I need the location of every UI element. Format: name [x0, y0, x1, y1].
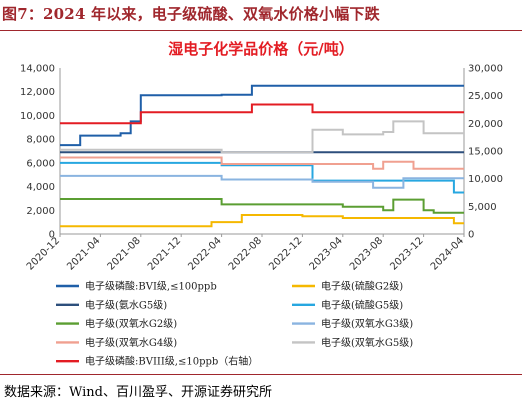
bottom-rule [0, 374, 522, 375]
x-tick-label: 2022-12 [267, 235, 304, 272]
legend-item-2: 电子级(硫酸G2级) [292, 280, 403, 293]
source-note: 数据来源：Wind、百川盈孚、开源证券研究所 [4, 385, 272, 400]
legend-label: 电子级(双氧水G5级) [321, 336, 413, 349]
legend-item-9: 电子级磷酸:BVIII级,≤10ppb（右轴） [56, 355, 258, 368]
x-tick-label: 2021-12 [146, 235, 183, 272]
legend-item-7: 电子级(双氧水G4级) [56, 336, 177, 349]
legend-label: 电子级(氨水G5级) [85, 298, 167, 311]
legend-item-8: 电子级(双氧水G5级) [292, 336, 413, 349]
series-line-6 [60, 174, 464, 189]
series-line-7 [60, 156, 464, 170]
legend-item-1: 电子级磷酸:BVI级,≤100ppb [56, 280, 217, 293]
y2-tick-label: 0 [468, 230, 474, 241]
x-tick-label: 2020-12 [25, 235, 62, 272]
x-tick-label: 2021-08 [106, 235, 143, 272]
legend-item-3: 电子级(氨水G5级) [56, 298, 167, 311]
legend-item-4: 电子级(硫酸G5级) [292, 298, 403, 311]
y2-tick-label: 20,000 [468, 119, 503, 130]
x-tick-label: 2023-12 [388, 235, 425, 272]
y2-tick-label: 10,000 [468, 174, 503, 185]
legend-item-5: 电子级(双氧水G2级) [56, 317, 177, 330]
series-line-9 [60, 103, 464, 125]
series-line-5 [60, 198, 464, 214]
legend-label: 电子级(硫酸G5级) [321, 298, 403, 311]
legend: 电子级磷酸:BVI级,≤100ppb 电子级(硫酸G2级) 电子级(氨水G5级) 电子… [56, 280, 413, 368]
chart-title: 湿电子化学品价格（元/吨） [168, 40, 353, 58]
series-line-2 [60, 214, 464, 228]
x-tick-label: 2023-04 [308, 235, 345, 272]
figure-title: 图7：2024 年以来，电子级硫酸、双氧水价格小幅下跌 [2, 5, 380, 23]
y-tick-label: 12,000 [20, 87, 55, 98]
x-tick-label: 2023-08 [348, 235, 385, 272]
legend-label: 电子级(双氧水G4级) [85, 336, 177, 349]
series-line-1 [60, 84, 464, 147]
x-tick-label: 2022-04 [186, 235, 223, 272]
x-tick-label: 2021-04 [65, 235, 102, 272]
y2-tick-label: 15,000 [468, 147, 503, 158]
legend-item-6: 电子级(双氧水G3级) [292, 317, 413, 330]
x-tick-label: 2022-08 [227, 235, 264, 272]
y-tick-label: 0 [49, 230, 55, 241]
x-tick-label: 2024-04 [429, 235, 466, 272]
y-tick-label: 4,000 [26, 182, 55, 193]
legend-label: 电子级磷酸:BVIII级,≤10ppb（右轴） [85, 355, 258, 368]
legend-label: 电子级(硫酸G2级) [321, 280, 403, 293]
y-tick-label: 10,000 [20, 111, 55, 122]
series-line-8 [60, 120, 464, 154]
y-tick-label: 14,000 [20, 64, 55, 75]
legend-label: 电子级(双氧水G2级) [85, 317, 177, 330]
legend-label: 电子级(双氧水G3级) [321, 317, 413, 330]
y2-tick-label: 30,000 [468, 64, 503, 75]
y2-tick-label: 25,000 [468, 91, 503, 102]
top-rule [0, 30, 522, 31]
y-tick-label: 6,000 [26, 158, 55, 169]
legend-label: 电子级磷酸:BVI级,≤100ppb [85, 280, 217, 293]
series-layer [60, 84, 464, 228]
price-line-chart: 湿电子化学品价格（元/吨） 0 2,000 4,000 6,000 8,000 10,00… [20, 40, 503, 368]
y-tick-label: 8,000 [26, 135, 55, 146]
y2-tick-label: 5,000 [468, 202, 497, 213]
y-tick-label: 2,000 [26, 206, 55, 217]
